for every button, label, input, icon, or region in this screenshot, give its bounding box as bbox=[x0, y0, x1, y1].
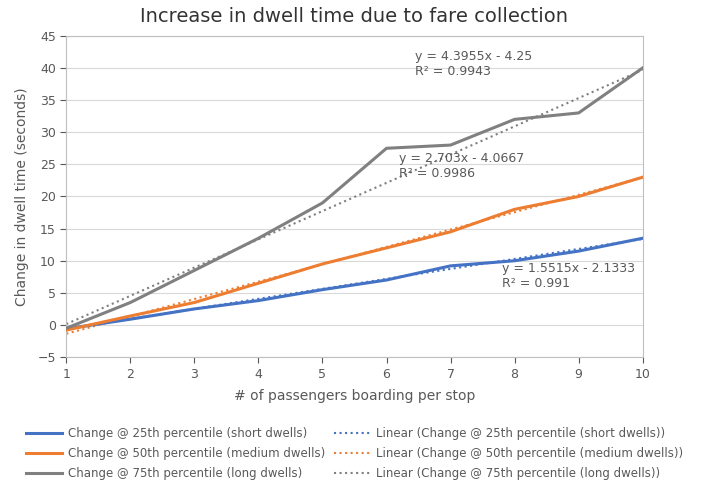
X-axis label: # of passengers boarding per stop: # of passengers boarding per stop bbox=[234, 389, 475, 403]
Text: y = 2.703x - 4.0667
R² = 0.9986: y = 2.703x - 4.0667 R² = 0.9986 bbox=[399, 152, 525, 181]
Legend: Change @ 25th percentile (short dwells), Change @ 50th percentile (medium dwells: Change @ 25th percentile (short dwells),… bbox=[21, 421, 688, 486]
Y-axis label: Change in dwell time (seconds): Change in dwell time (seconds) bbox=[15, 87, 29, 306]
Text: y = 4.3955x - 4.25
R² = 0.9943: y = 4.3955x - 4.25 R² = 0.9943 bbox=[415, 50, 532, 77]
Text: y = 1.5515x - 2.1333
R² = 0.991: y = 1.5515x - 2.1333 R² = 0.991 bbox=[502, 262, 635, 290]
Title: Increase in dwell time due to fare collection: Increase in dwell time due to fare colle… bbox=[140, 7, 569, 26]
